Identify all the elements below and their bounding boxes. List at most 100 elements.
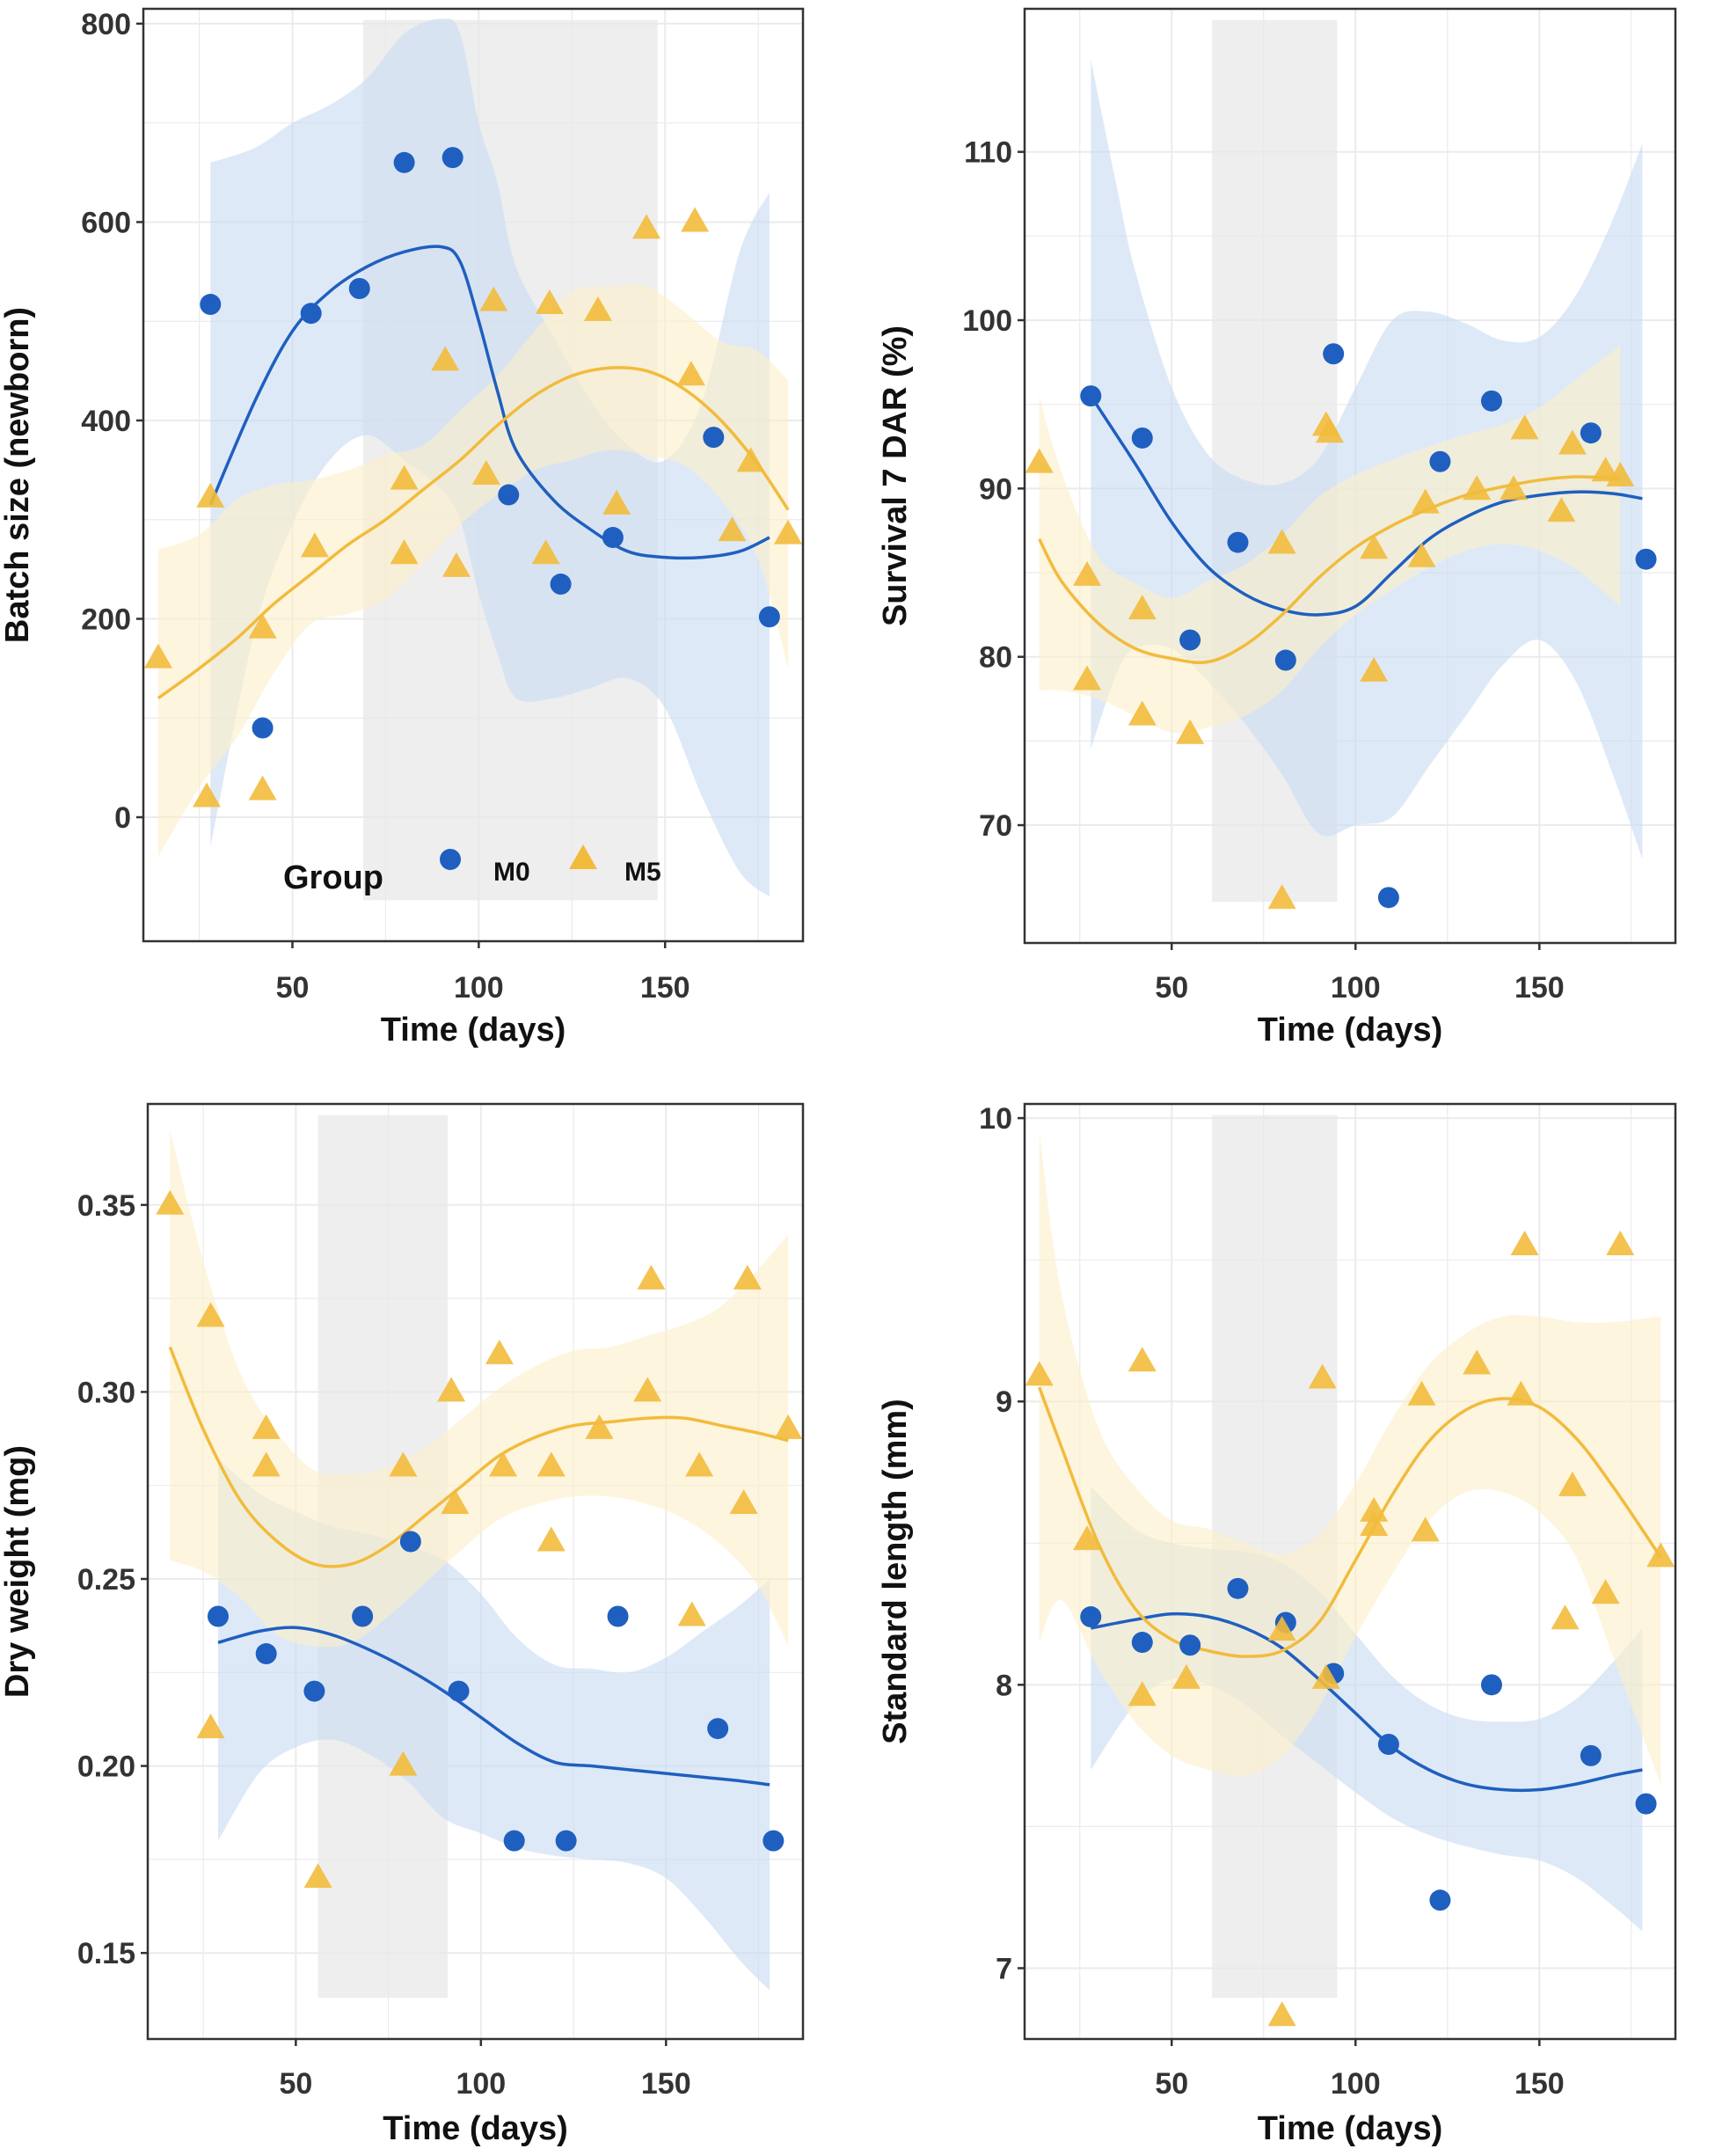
p1-m0-point (703, 427, 725, 449)
p4-m0-point (1635, 1793, 1657, 1815)
p3-y-axis-title: Dry weight (mg) (0, 1445, 36, 1698)
p1-m5-point (248, 613, 277, 639)
p1-y-axis-title: Batch size (newborn) (0, 307, 36, 643)
p3-m0-point (503, 1830, 525, 1852)
p2-m5-point (1267, 884, 1296, 910)
legend-title: Group (283, 859, 383, 896)
p4-m5-point (1073, 1525, 1102, 1551)
p2-m0-point (1323, 343, 1345, 365)
p3-m0-point (707, 1718, 729, 1740)
p2-m0-point (1080, 385, 1102, 407)
p1-m0-point (348, 278, 370, 299)
p4-m0-point (1580, 1744, 1602, 1766)
p4-x-axis-title: Time (days) (1258, 2110, 1442, 2147)
p1-m5-point (300, 532, 329, 558)
p3-m5-point (489, 1451, 518, 1477)
p2-y-tick-label: 70 (979, 809, 1012, 843)
p2-y-tick-label: 100 (962, 304, 1012, 338)
p4-y-tick-label: 8 (996, 1669, 1012, 1702)
p1-panel-border (142, 7, 805, 943)
p3-m0-point (207, 1605, 229, 1627)
p3-y-tick-label: 0.35 (77, 1189, 135, 1223)
p3-m5-point (196, 1302, 225, 1327)
p3-m5-point (585, 1414, 614, 1439)
p2-m5-point (1510, 414, 1539, 440)
p1-m5-point (196, 482, 225, 508)
p3-m0-point (763, 1830, 785, 1852)
p1-y-tick-label: 600 (81, 206, 131, 239)
p2-m5-point (1360, 656, 1389, 682)
p3-m0-point (555, 1830, 577, 1852)
p3-y-tick-label: 0.25 (77, 1563, 135, 1597)
p3-m5-point (437, 1377, 466, 1402)
p1-m5-point (390, 539, 419, 565)
p2-y-tick-label: 80 (979, 641, 1012, 675)
p4-m0-point (1131, 1632, 1153, 1654)
p2-x-tick-label: 100 (1331, 971, 1381, 1005)
p4-x-tick-label: 100 (1331, 2067, 1381, 2101)
p1-m5-smooth-line (157, 366, 790, 700)
p4-m5-point (1591, 1579, 1620, 1604)
p4-m5-confidence-band (1039, 1132, 1661, 1785)
p1-m5-point (736, 447, 765, 472)
p3-m5-point (252, 1451, 281, 1477)
panel-survival: 70 80 90 100 110 50 100 150 Time (days) Survival … (877, 7, 1677, 1049)
p1-m5-point (143, 643, 172, 669)
p4-m0-point (1480, 1674, 1502, 1696)
p4-m5-point (1411, 1517, 1440, 1542)
legend-m0-label: M0 (493, 858, 530, 887)
p3-m5-point (733, 1264, 762, 1290)
p3-m5-point (774, 1414, 803, 1439)
p3-m5-point (441, 1488, 470, 1514)
p3-m5-point (196, 1714, 225, 1739)
p2-m5-point (1407, 542, 1436, 567)
legend-m5-marker (569, 844, 597, 869)
p2-m0-smooth-line (1089, 395, 1643, 617)
p4-m5-point (1551, 1604, 1580, 1630)
p2-m0-point (1131, 427, 1153, 449)
p1-y-tick-label: 400 (81, 405, 131, 438)
p3-m0-point (448, 1680, 470, 1702)
p4-m5-smooth-line (1038, 1386, 1662, 1658)
p2-m5-point (1073, 665, 1102, 691)
p1-m5-point (632, 214, 661, 239)
p2-m5-point (1463, 475, 1492, 501)
p1-m5-point (531, 539, 560, 565)
p3-m5-point (685, 1451, 714, 1477)
p2-m5-point (1606, 461, 1635, 486)
p1-y-tick-label: 800 (81, 8, 131, 41)
p2-m5-point (1558, 429, 1587, 455)
p4-m0-point (1179, 1634, 1201, 1656)
p2-m5-point (1073, 560, 1102, 586)
p4-m5-point (1558, 1471, 1587, 1496)
p3-y-tick-label: 0.15 (77, 1937, 135, 1970)
legend-m5-label: M5 (624, 858, 661, 887)
p1-y-tick-label: 200 (81, 603, 131, 637)
p3-panel-border (146, 1102, 805, 2041)
p1-m5-point (442, 552, 471, 577)
p4-x-tick-label: 150 (1514, 2067, 1565, 2101)
p4-m5-point (1360, 1510, 1389, 1536)
p4-m5-point (1025, 1361, 1054, 1386)
p1-y-tick-label: 0 (114, 801, 131, 835)
p1-m5-point (681, 207, 710, 232)
p1-m5-point (718, 516, 747, 542)
p4-y-tick-label: 10 (979, 1102, 1012, 1136)
p2-m5-point (1128, 700, 1157, 726)
p3-m5-point (156, 1189, 185, 1215)
p4-m5-point (1267, 2001, 1296, 2027)
p3-m5-point (303, 1863, 332, 1889)
p2-x-axis-title: Time (days) (1258, 1012, 1442, 1049)
p1-m5-point (248, 775, 277, 800)
p4-y-tick-label: 7 (996, 1952, 1012, 1985)
p1-x-axis-title: Time (days) (381, 1012, 566, 1049)
p2-m5-point (1411, 488, 1440, 514)
p2-y-axis-title: Survival 7 DAR (%) (877, 325, 914, 626)
p1-m0-point (602, 527, 624, 549)
p3-m0-smooth-line (217, 1626, 770, 1787)
p2-m5-point (1128, 595, 1157, 620)
p2-m0-point (1580, 422, 1602, 444)
panel-standard-length: 7 8 9 10 50 100 150 Time (days) Standard length … (877, 1102, 1677, 2147)
panel-batch-size: 0 200 400 600 800 50 100 150 Time (days) Batch si… (0, 7, 805, 1049)
p3-x-tick-label: 150 (641, 2067, 691, 2101)
